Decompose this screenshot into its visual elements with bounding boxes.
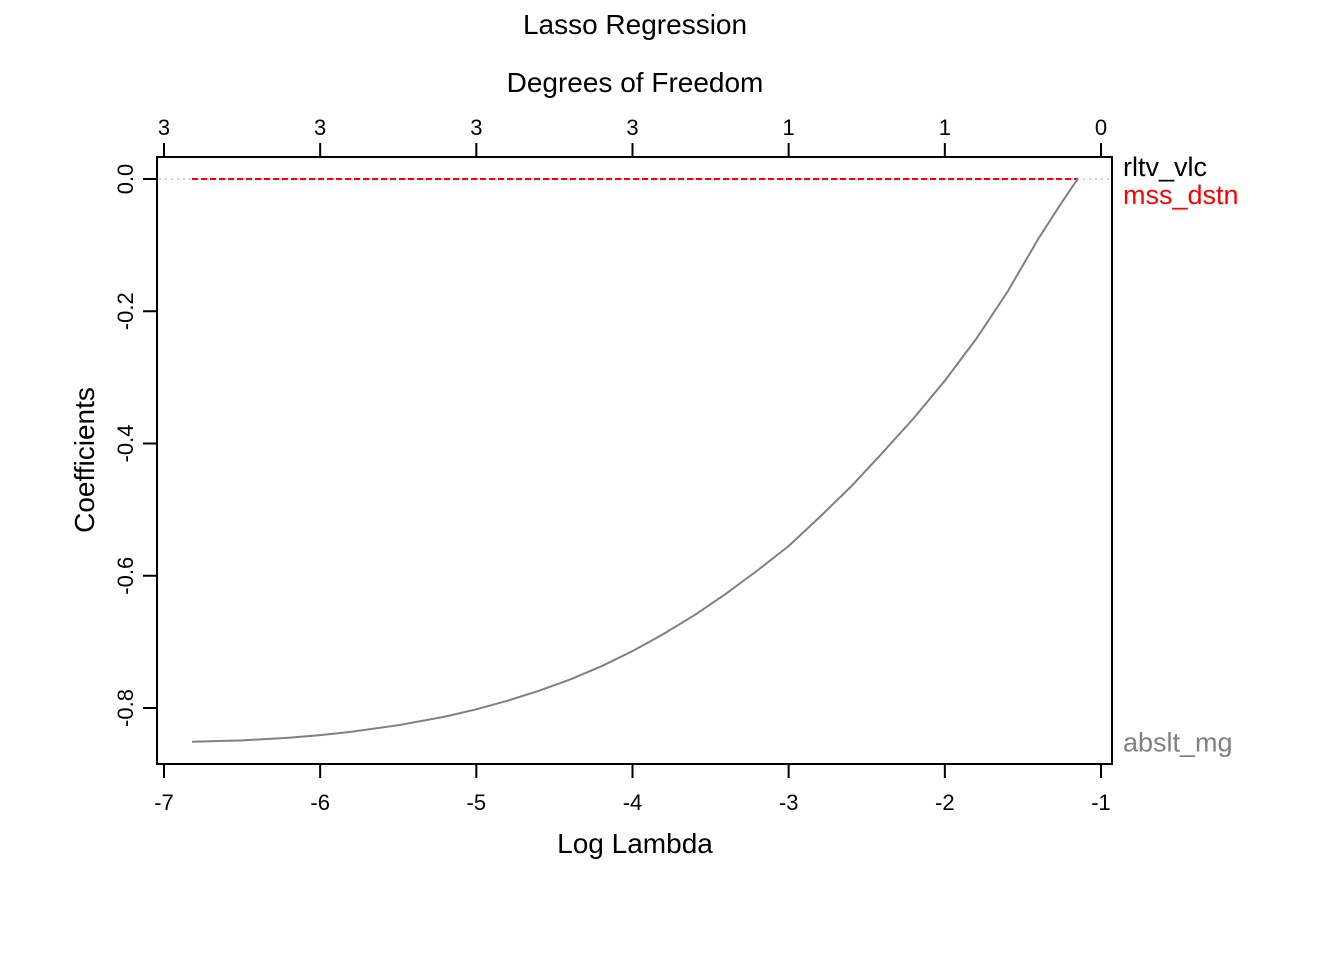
y-tick-label: -0.4 xyxy=(113,425,138,463)
y-tick-label: 0.0 xyxy=(113,164,138,195)
x-tick-label: -2 xyxy=(935,790,955,815)
series-line-abslt-mg xyxy=(192,178,1079,743)
x-tick-label: -5 xyxy=(467,790,487,815)
left-axis: 0.0 -0.2 -0.4 -0.6 -0.8 xyxy=(113,164,158,727)
series-label-mss-dstn: mss_dstn xyxy=(1123,180,1239,210)
bottom-axis: -7 -6 -5 -4 -3 -2 -1 xyxy=(154,763,1111,815)
x-tick-label: -4 xyxy=(623,790,643,815)
x-tick-label: -1 xyxy=(1091,790,1111,815)
chart-title: Lasso Regression xyxy=(523,9,747,40)
top-axis-title: Degrees of Freedom xyxy=(507,67,764,98)
top-tick-label: 3 xyxy=(314,115,326,140)
top-tick-label: 3 xyxy=(626,115,638,140)
x-tick-label: -7 xyxy=(154,790,174,815)
top-tick-label: 1 xyxy=(783,115,795,140)
x-tick-label: -6 xyxy=(310,790,330,815)
y-tick-label: -0.8 xyxy=(113,689,138,727)
series-label-rltv-vlc: rltv_vlc xyxy=(1123,152,1207,182)
x-tick-label: -3 xyxy=(779,790,799,815)
top-tick-label: 0 xyxy=(1095,115,1107,140)
y-axis-title: Coefficients xyxy=(69,387,100,533)
series-label-abslt-mg: abslt_mg xyxy=(1123,728,1233,758)
top-tick-label: 3 xyxy=(158,115,170,140)
top-axis: 3 3 3 3 1 1 0 xyxy=(158,115,1107,158)
y-tick-label: -0.2 xyxy=(113,292,138,330)
top-tick-label: 1 xyxy=(939,115,951,140)
y-tick-label: -0.6 xyxy=(113,557,138,595)
x-axis-title: Log Lambda xyxy=(557,828,713,859)
top-tick-label: 3 xyxy=(470,115,482,140)
series-lines xyxy=(192,178,1079,743)
plot-frame xyxy=(156,156,1113,765)
